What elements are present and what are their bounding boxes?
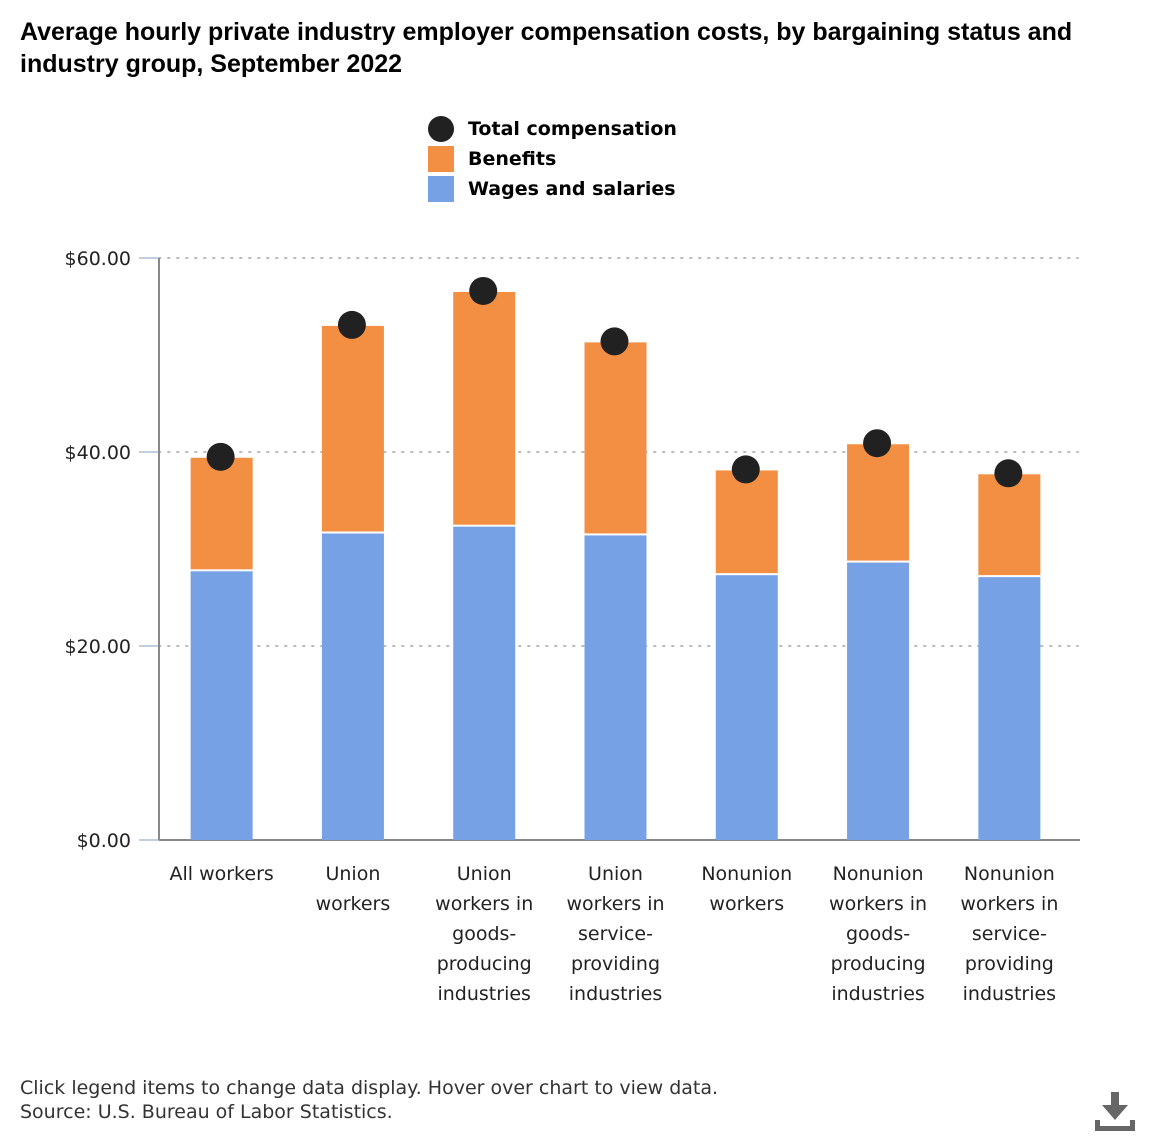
chart-plot[interactable]: $0.00 $20.00 $40.00 $60.00 All workers Union w… [0,0,1160,1060]
x-category-label-line: service- [972,923,1047,945]
chart-title: Average hourly private industry employer… [20,18,1073,78]
x-category-label-line: workers in [960,893,1058,915]
point-total-compensation[interactable] [337,310,366,339]
x-category-label-line: Nonunion [701,863,792,885]
x-category-label-line: producing [831,953,926,975]
x-category-label-line: workers in [566,893,664,915]
x-category-label-line: All workers [169,863,273,885]
y-tick-label: $0.00 [77,830,131,852]
bar-benefits[interactable] [453,291,516,525]
bar-wages[interactable] [453,526,516,840]
download-button[interactable] [1094,1090,1136,1134]
x-category-label-line: providing [571,953,660,975]
legend-label: Benefits [468,148,557,170]
bar-wages[interactable] [715,575,778,840]
bar-wages[interactable] [978,577,1041,840]
x-category-label-line: producing [437,953,532,975]
x-category-label-line: Nonunion [833,863,924,885]
point-total-compensation[interactable] [206,442,235,471]
x-category-label: Union workers in goods-producing industries [435,863,533,1005]
legend-label: Total compensation [468,118,677,140]
footer-source: Source: U.S. Bureau of Labor Statistics. [20,1101,393,1123]
x-category-label-line: industries [831,983,924,1005]
legend-item-wages[interactable]: Wages and salaries [428,174,677,204]
bar-benefits[interactable] [847,444,910,561]
x-category-label-line: providing [965,953,1054,975]
footer-instructions: Click legend items to change data displa… [20,1077,719,1099]
x-category-label-line: service- [578,923,653,945]
bar-benefits[interactable] [584,342,647,534]
x-category-label-line: workers in [435,893,533,915]
x-category-label-line: goods- [846,923,910,945]
x-category-label-line: industries [437,983,530,1005]
y-tick-label: $60.00 [65,248,131,270]
x-category-label-line: industries [963,983,1056,1005]
footer: Click legend items to change data displa… [20,1076,718,1124]
x-category-label-line: Union [457,863,512,885]
point-total-compensation[interactable] [469,276,498,305]
bar-wages[interactable] [321,533,384,840]
bar-wages[interactable] [584,535,647,840]
bar-wages[interactable] [190,571,253,840]
legend-label: Wages and salaries [468,178,676,200]
bar-benefits[interactable] [321,325,384,532]
x-category-label-line: workers [316,893,391,915]
x-category-label-line: workers [709,893,784,915]
y-tick-label: $40.00 [65,442,131,464]
x-category-label-line: Union [588,863,643,885]
point-total-compensation[interactable] [600,327,629,356]
point-total-compensation[interactable] [994,459,1023,488]
x-category-label: Union workers [316,863,391,915]
legend: Total compensation Benefits Wages and sa… [428,114,677,204]
circle-icon [428,116,454,142]
x-category-label: Nonunion workers in service-providing indus… [960,863,1058,1005]
x-category-label-line: Union [325,863,380,885]
x-category-label-line: workers in [829,893,927,915]
bar-benefits[interactable] [978,474,1041,576]
x-category-label: All workers [169,863,273,885]
square-icon [428,146,454,172]
x-category-label: Nonunion workers [701,863,792,915]
y-tick-label: $20.00 [65,636,131,658]
bar-wages[interactable] [847,562,910,840]
legend-item-benefits[interactable]: Benefits [428,144,677,174]
x-category-label: Nonunion workers in goods-producing industr… [829,863,927,1005]
x-category-label: Union workers in service-providing industri… [566,863,664,1005]
bar-benefits[interactable] [190,457,253,570]
point-total-compensation[interactable] [863,429,892,458]
download-icon [1095,1092,1135,1131]
x-category-label-line: goods- [452,923,516,945]
legend-item-total-compensation[interactable]: Total compensation [428,114,677,144]
x-category-label-line: Nonunion [964,863,1055,885]
bar-benefits[interactable] [715,470,778,574]
point-total-compensation[interactable] [731,455,760,484]
square-icon [428,176,454,202]
x-category-label-line: industries [569,983,662,1005]
